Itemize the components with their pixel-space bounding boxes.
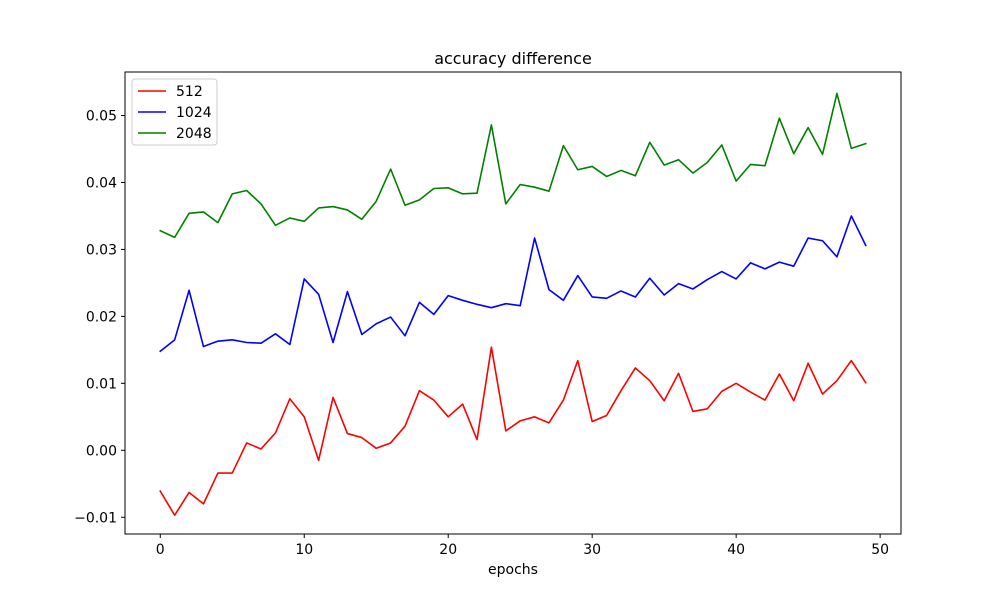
x-axis-label: epochs <box>488 562 538 578</box>
series-line-512 <box>159 346 867 517</box>
x-tick-label: 50 <box>871 542 889 558</box>
x-tick-label: 20 <box>439 542 457 558</box>
legend: 512 1024 2048 <box>131 78 218 146</box>
y-tick-label: 0.00 <box>86 443 117 459</box>
legend-label: 2048 <box>176 126 212 142</box>
legend-box <box>131 78 218 146</box>
y-tick-label: 0.02 <box>86 309 117 325</box>
chart-title: accuracy difference <box>434 49 592 68</box>
x-tick-label: 10 <box>295 542 313 558</box>
y-tick-label: −0.01 <box>74 510 117 526</box>
plot-background <box>125 72 901 534</box>
x-tick-label: 30 <box>583 542 601 558</box>
legend-entry-1024: 1024 <box>138 105 212 121</box>
y-tick-label: 0.04 <box>86 175 117 191</box>
x-tick-label: 40 <box>727 542 745 558</box>
legend-entry-2048: 2048 <box>138 126 212 142</box>
series-layer <box>159 92 867 517</box>
legend-label: 512 <box>176 84 203 100</box>
plot-frame <box>124 71 902 535</box>
x-axis: 0 10 20 30 40 50 <box>156 534 889 558</box>
series-line-1024 <box>159 215 867 353</box>
legend-entries: 512 1024 2048 <box>138 84 212 142</box>
y-axis: −0.01 0.00 0.01 0.02 0.03 0.04 0.05 <box>74 109 125 526</box>
legend-label: 1024 <box>176 105 212 121</box>
legend-entry-512: 512 <box>138 84 203 100</box>
x-tick-label: 0 <box>156 542 165 558</box>
series-line-2048 <box>159 92 867 239</box>
plot-area <box>124 71 902 535</box>
y-tick-label: 0.01 <box>86 376 117 392</box>
y-tick-label: 0.03 <box>86 242 117 258</box>
y-tick-label: 0.05 <box>86 109 117 125</box>
